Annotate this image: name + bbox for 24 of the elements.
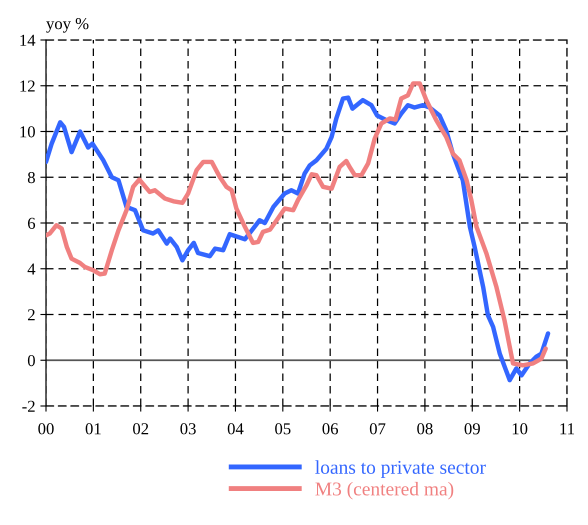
y-tick-label: 2 [28,309,35,320]
x-tick-label: 06 [322,423,338,434]
x-tick-label: 00 [38,423,54,434]
y-axis-title: yoy % [46,18,88,33]
y-tick-label: -2 [22,400,35,412]
x-tick-label: 01 [86,423,101,434]
x-tick-label: 09 [464,423,480,434]
x-tick-label: 08 [417,423,433,434]
x-tick-label: 03 [180,423,196,434]
x-tick-label: 02 [133,423,148,434]
legend-label: M3 (centered ma) [315,482,454,500]
y-tick-label: 6 [28,218,36,229]
x-tick-label: 05 [275,423,290,434]
y-tick-label: 4 [28,264,36,275]
x-tick-label: 07 [370,423,386,434]
y-tick-label: 12 [20,80,35,92]
x-tick-label: 04 [228,423,244,434]
y-tick-label: 14 [20,34,36,46]
x-tick-label: 11 [560,423,574,434]
legend-label: loans to private sector [315,460,486,478]
y-tick-label: 8 [28,172,35,184]
y-tick-label: 0 [28,354,35,366]
x-tick-label: 10 [512,423,528,434]
y-tick-label: 10 [20,126,35,138]
